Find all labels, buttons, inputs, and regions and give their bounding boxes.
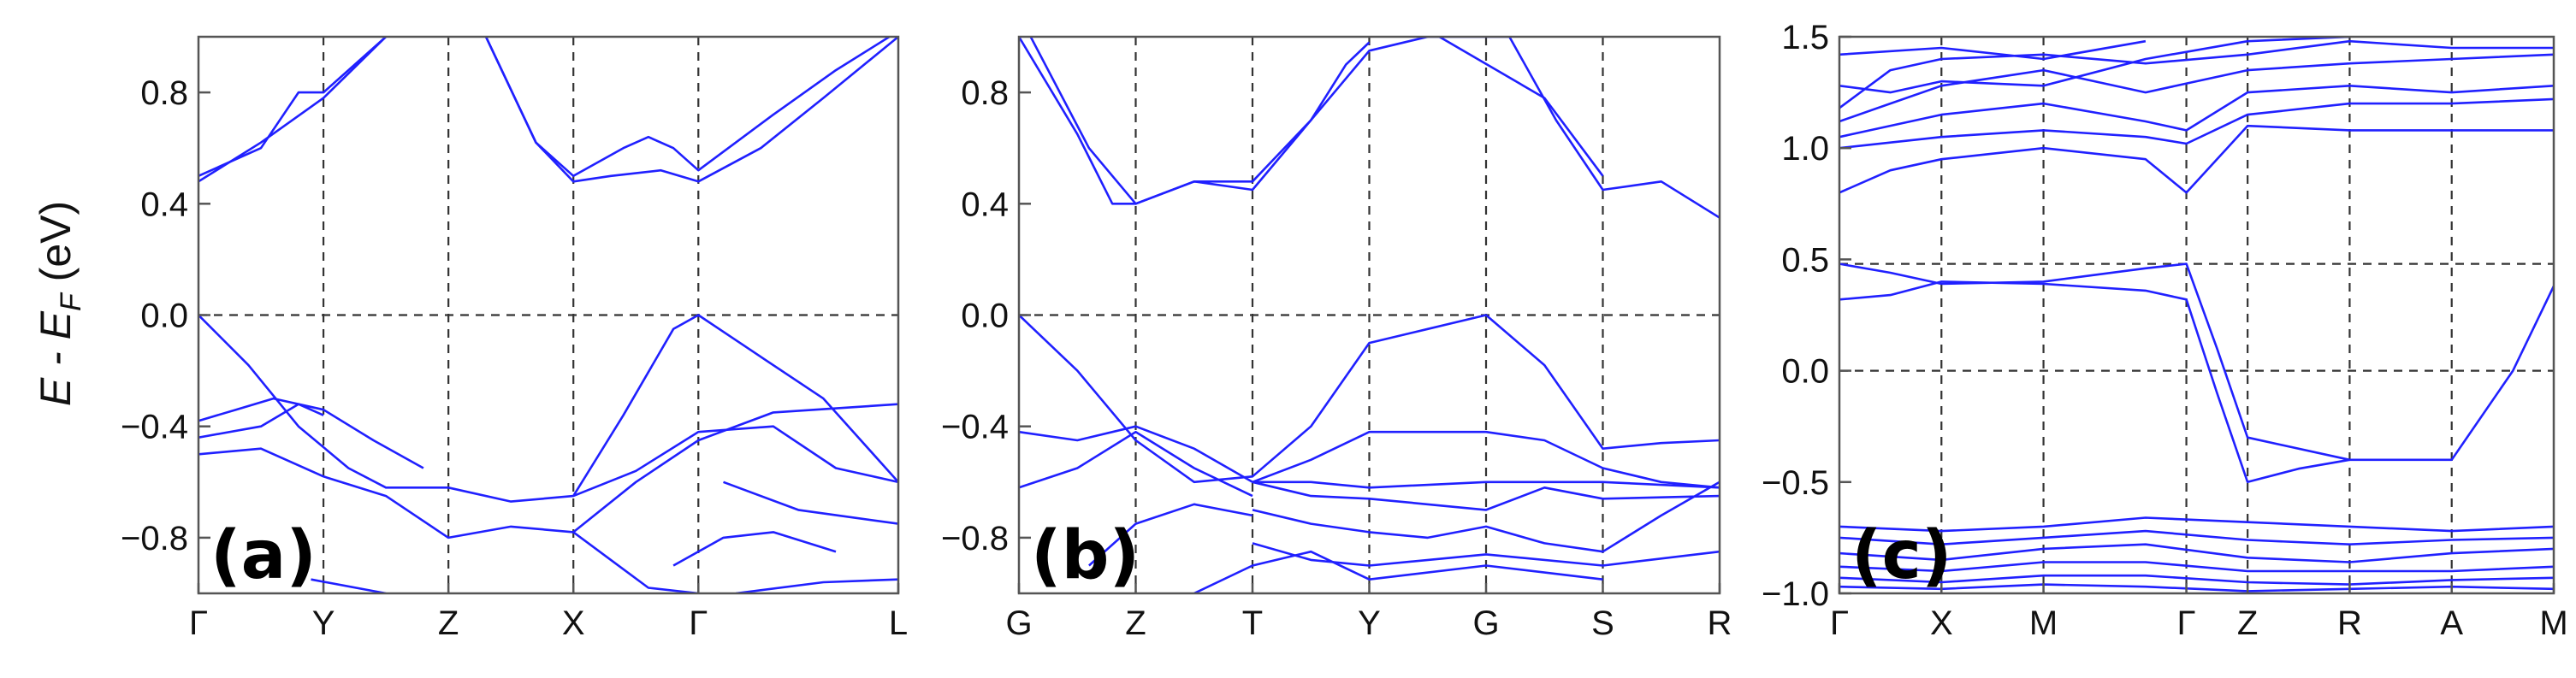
band-line-13 bbox=[1839, 561, 2554, 573]
x-tick-label-x: X bbox=[562, 604, 585, 642]
x-tick-label-tick: Γ bbox=[189, 604, 208, 642]
band-line-3 bbox=[1427, 37, 1720, 219]
band-line-12 bbox=[735, 578, 898, 593]
band-line-8 bbox=[1252, 480, 1720, 489]
x-tick-label-l: L bbox=[889, 604, 908, 642]
plot-frame bbox=[1838, 35, 2555, 595]
band-line-14 bbox=[1839, 574, 2554, 586]
x-tick-label-x: X bbox=[1930, 604, 1953, 642]
band-line-12 bbox=[1193, 550, 1603, 593]
plot-frame bbox=[197, 35, 900, 595]
y-axis-title-unit: (eV) bbox=[32, 201, 80, 293]
x-tick-label-y: Y bbox=[1358, 604, 1381, 642]
x-tick-label-r: R bbox=[2337, 604, 2362, 642]
band-line-1 bbox=[1019, 37, 1429, 205]
bands bbox=[1839, 37, 2554, 593]
band-line-10 bbox=[572, 531, 699, 593]
band-line-12 bbox=[1839, 543, 2554, 563]
band-line-15 bbox=[1839, 583, 2554, 593]
band-line-11 bbox=[672, 531, 837, 567]
band-line-11 bbox=[1252, 542, 1720, 567]
x-tick-label-z: Z bbox=[1125, 604, 1146, 642]
svg-text:E - EF (eV): E - EF (eV) bbox=[32, 201, 87, 406]
band-line-3 bbox=[484, 37, 898, 183]
x-tick-label-z: Z bbox=[438, 604, 459, 642]
y-tick-label: 1.5 bbox=[1781, 19, 1829, 56]
band-line-2 bbox=[1839, 280, 2350, 484]
panel-label: (b) bbox=[1031, 517, 1140, 594]
x-tick-label-a: A bbox=[2440, 604, 2463, 642]
x-tick-label-r: R bbox=[1708, 604, 1732, 642]
band-line-2 bbox=[198, 37, 387, 177]
bands bbox=[198, 37, 898, 593]
band-line-13 bbox=[1088, 503, 1253, 567]
y-tick-label: −0.8 bbox=[121, 520, 188, 557]
band-line-2 bbox=[1029, 37, 1371, 205]
band-line-14 bbox=[311, 578, 387, 593]
band-line-8 bbox=[1839, 37, 2350, 94]
y-tick-label: −0.4 bbox=[941, 409, 1009, 446]
x-tick-label-y: Y bbox=[312, 604, 335, 642]
y-tick-label: 0.5 bbox=[1781, 241, 1829, 279]
y-tick-label: 0.8 bbox=[140, 74, 188, 112]
band-line-6 bbox=[1019, 425, 1720, 489]
panel-b: −0.8 −0.4 0.0 0.4 0.8 G Z T Y G S R (b) bbox=[941, 35, 1732, 642]
x-tick-label-tick: Γ bbox=[2177, 604, 2196, 642]
band-line-9 bbox=[1839, 39, 2147, 61]
y-tick-label: −0.4 bbox=[121, 409, 188, 446]
y-axis-title-main: E - E bbox=[32, 310, 80, 406]
band-line-5 bbox=[1839, 85, 2554, 139]
x-tick-label-s: S bbox=[1591, 604, 1614, 642]
band-line-10 bbox=[1839, 516, 2554, 533]
x-tick-label-g: G bbox=[1472, 604, 1499, 642]
band-line-1 bbox=[1839, 262, 2554, 462]
y-tick-label: 0.4 bbox=[140, 186, 188, 223]
x-tick-label-t: T bbox=[1242, 604, 1263, 642]
band-line-5 bbox=[198, 314, 898, 503]
x-tick-label-g: G bbox=[1005, 604, 1032, 642]
y-axis-title-subscript: F bbox=[55, 292, 87, 311]
band-line-13 bbox=[723, 480, 898, 525]
y-tick-label: 1.0 bbox=[1781, 130, 1829, 168]
x-tick-label-m: M bbox=[2539, 604, 2567, 642]
x-tick-label-z: Z bbox=[2237, 604, 2258, 642]
band-line-7 bbox=[1839, 39, 2554, 109]
x-tick-label-tick: Γ bbox=[1830, 604, 1849, 642]
band-line-10 bbox=[1252, 480, 1720, 553]
band-line-11 bbox=[1839, 529, 2554, 545]
y-tick-label: 0.8 bbox=[961, 74, 1009, 112]
x-tick-label-tick: Γ bbox=[689, 604, 708, 642]
band-line-3 bbox=[1839, 124, 2554, 194]
bands bbox=[1019, 37, 1720, 593]
panel-label: (a) bbox=[210, 517, 317, 594]
panel-label: (c) bbox=[1851, 517, 1952, 594]
band-line-4 bbox=[1839, 97, 2554, 150]
band-line-4 bbox=[484, 37, 892, 178]
band-line-7 bbox=[1019, 430, 1253, 498]
band-line-5 bbox=[1019, 314, 1720, 484]
panel-c: −1.0 −0.5 0.0 0.5 1.0 1.5 Γ X M Γ Z R A M (c) bbox=[1762, 19, 2568, 642]
y-tick-label: 0.0 bbox=[961, 298, 1009, 335]
x-tick-label-m: M bbox=[2029, 604, 2058, 642]
y-tick-label: 0.0 bbox=[140, 298, 188, 335]
y-axis-title: E - EF (eV) bbox=[32, 201, 87, 406]
y-tick-label: −0.5 bbox=[1762, 464, 1829, 502]
y-tick-label: 0.0 bbox=[1781, 353, 1829, 391]
band-line-4 bbox=[1438, 37, 1604, 177]
panel-a: −0.8 −0.4 0.0 0.4 0.8 Γ Y Z X Γ L (a) bbox=[121, 35, 908, 642]
band-line-1 bbox=[198, 37, 388, 183]
band-line-9 bbox=[572, 425, 898, 498]
band-line-7 bbox=[198, 403, 324, 439]
y-tick-label: −1.0 bbox=[1762, 575, 1829, 613]
band-line-9 bbox=[1252, 480, 1720, 511]
y-tick-label: 0.4 bbox=[961, 186, 1009, 223]
band-line-6 bbox=[1839, 53, 2554, 123]
y-tick-label: −0.8 bbox=[941, 520, 1009, 557]
